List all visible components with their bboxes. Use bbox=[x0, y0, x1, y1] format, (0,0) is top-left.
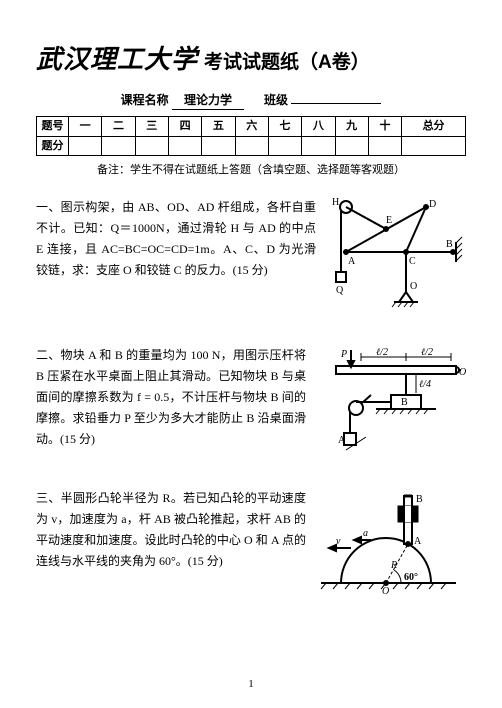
lbl-a: a bbox=[363, 528, 368, 539]
lbl-D: D bbox=[429, 199, 436, 210]
col-head: 八 bbox=[302, 117, 335, 137]
cell bbox=[168, 136, 201, 156]
lbl-l4: ℓ/4 bbox=[419, 379, 431, 390]
course-name: 理论力学 bbox=[172, 91, 244, 110]
cell bbox=[402, 136, 466, 156]
course-label: 课程名称 bbox=[121, 93, 169, 107]
exam-title: 考试试题纸（A卷） bbox=[204, 49, 370, 78]
table-row: 题分 bbox=[37, 136, 466, 156]
col-head: 四 bbox=[168, 117, 201, 137]
q3-text: 三、半圆形凸轮半径为 R。若已知凸轮的平动速度为 v，加速度为 a，杆 AB 被… bbox=[36, 488, 306, 572]
col-head: 六 bbox=[235, 117, 268, 137]
col-head: 九 bbox=[335, 117, 368, 137]
lbl-R: R bbox=[390, 560, 397, 571]
cell bbox=[368, 136, 401, 156]
lbl-B: B bbox=[446, 239, 453, 250]
col-head: 总分 bbox=[402, 117, 466, 137]
lbl-A: A bbox=[348, 256, 356, 267]
col-head: 十 bbox=[368, 117, 401, 137]
cell bbox=[235, 136, 268, 156]
lbl-P: P bbox=[340, 349, 347, 360]
col-head: 五 bbox=[202, 117, 235, 137]
lbl-A: A bbox=[414, 536, 422, 547]
q1-text: 一、图示构架，由 AB、OD、AD 杆组成，各杆自重不计。已知：Q＝1000N，… bbox=[36, 197, 316, 281]
lbl-Q: Q bbox=[336, 285, 344, 296]
col-head: 三 bbox=[135, 117, 168, 137]
header: 武汉理工大学 考试试题纸（A卷） bbox=[36, 40, 466, 79]
score-table: 题号 一 二 三 四 五 六 七 八 九 十 总分 题分 bbox=[36, 116, 466, 156]
note: 备注：学生不得在试题纸上答题（含填空题、选择题等客观题） bbox=[36, 162, 466, 179]
lbl-A: A bbox=[338, 435, 346, 446]
q2-text: 二、物块 A 和 B 的重量均为 100 N，用图示压杆将 B 压紧在水平桌面上… bbox=[36, 345, 306, 450]
lbl-O: O bbox=[459, 367, 466, 378]
page-number: 1 bbox=[0, 676, 502, 693]
course-line: 课程名称 理论力学 班级 bbox=[36, 91, 466, 110]
col-head: 一 bbox=[69, 117, 102, 137]
cell bbox=[335, 136, 368, 156]
class-blank bbox=[291, 103, 381, 104]
table-row: 题号 一 二 三 四 五 六 七 八 九 十 总分 bbox=[37, 117, 466, 137]
cell bbox=[202, 136, 235, 156]
lbl-v: v bbox=[336, 536, 341, 547]
question-2: 二、物块 A 和 B 的重量均为 100 N，用图示压杆将 B 压紧在水平桌面上… bbox=[36, 345, 466, 460]
lbl-C: C bbox=[409, 256, 416, 267]
lbl-H: H bbox=[332, 197, 339, 208]
cell bbox=[135, 136, 168, 156]
lbl-l2a: ℓ/2 bbox=[376, 347, 388, 358]
cell bbox=[302, 136, 335, 156]
q3-figure: B A O R 60° v a bbox=[316, 488, 466, 608]
row-label: 题分 bbox=[37, 136, 69, 156]
lbl-ang: 60° bbox=[404, 572, 418, 583]
cell bbox=[102, 136, 135, 156]
lbl-E: E bbox=[386, 215, 392, 226]
lbl-O: O bbox=[382, 586, 389, 597]
col-head: 二 bbox=[102, 117, 135, 137]
cell bbox=[268, 136, 301, 156]
q2-figure: P ℓ/2 ℓ/2 ℓ/4 O B A bbox=[316, 345, 466, 460]
university-name: 武汉理工大学 bbox=[36, 40, 198, 79]
question-3: 三、半圆形凸轮半径为 R。若已知凸轮的平动速度为 v，加速度为 a，杆 AB 被… bbox=[36, 488, 466, 608]
cell bbox=[69, 136, 102, 156]
class-label: 班级 bbox=[264, 93, 288, 107]
lbl-l2b: ℓ/2 bbox=[421, 347, 433, 358]
col-head: 七 bbox=[268, 117, 301, 137]
lbl-B: B bbox=[416, 494, 423, 505]
row-label: 题号 bbox=[37, 117, 69, 137]
lbl-B: B bbox=[401, 397, 408, 408]
q1-figure: H E D A C B O Q bbox=[326, 197, 466, 317]
lbl-O: O bbox=[410, 281, 417, 292]
question-1: 一、图示构架，由 AB、OD、AD 杆组成，各杆自重不计。已知：Q＝1000N，… bbox=[36, 197, 466, 317]
